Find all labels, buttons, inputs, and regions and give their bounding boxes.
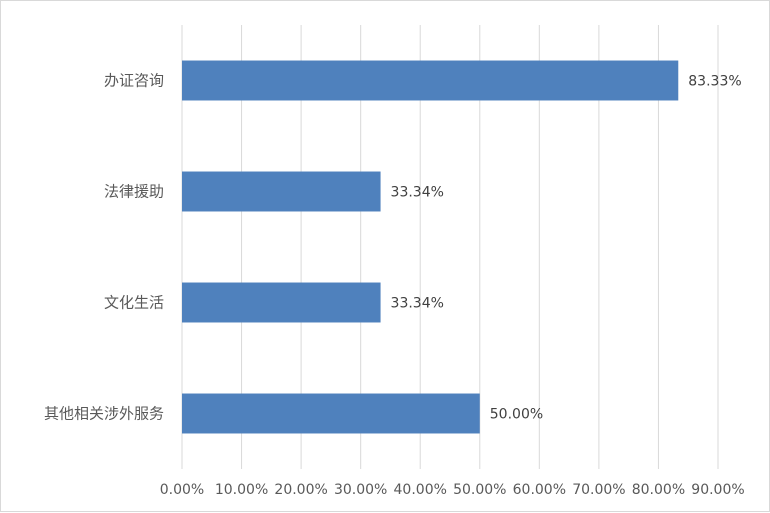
x-tick-label: 20.00% <box>274 482 327 498</box>
bar <box>182 282 381 323</box>
x-tick-label: 50.00% <box>453 482 506 498</box>
labels: 0.00% 10.00% 20.00% 30.00% 40.00% 50.00% 60.00… <box>44 72 745 499</box>
x-tick-label: 80.00% <box>632 482 685 498</box>
data-label: 50.00% <box>490 407 543 423</box>
data-label: 33.34% <box>391 185 444 201</box>
bar <box>182 60 679 101</box>
x-tick-label: 0.00% <box>160 482 204 498</box>
x-tick-label: 30.00% <box>334 482 387 498</box>
x-tick-label: 10.00% <box>215 482 268 498</box>
bar <box>182 393 480 434</box>
bar <box>182 171 381 212</box>
data-label: 83.33% <box>688 74 741 90</box>
x-tick-label: 60.00% <box>513 482 566 498</box>
bars <box>182 60 679 434</box>
category-label: 法律援助 <box>104 183 164 201</box>
x-tick-label: 90.00% <box>691 482 744 498</box>
x-tick-label: 40.00% <box>394 482 447 498</box>
category-label: 办证咨询 <box>104 72 164 90</box>
category-label: 文化生活 <box>104 294 164 312</box>
x-tick-label: 70.00% <box>572 482 625 498</box>
category-label: 其他相关涉外服务 <box>44 405 164 423</box>
data-label: 33.34% <box>391 296 444 312</box>
